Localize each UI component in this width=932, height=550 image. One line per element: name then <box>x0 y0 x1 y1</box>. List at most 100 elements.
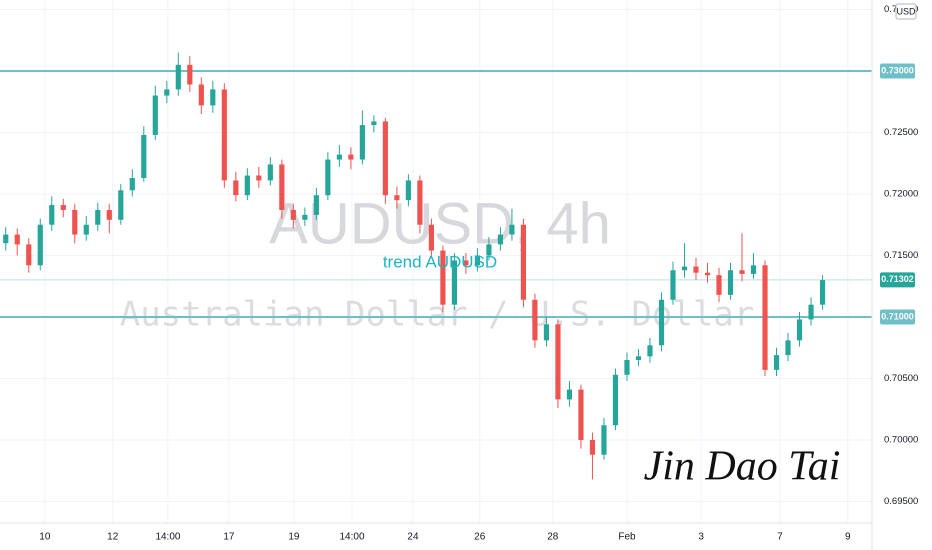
candle-body <box>405 180 411 201</box>
candle-body <box>417 180 423 225</box>
candle-body <box>26 244 32 266</box>
candle-body <box>497 234 504 245</box>
candle-body <box>624 360 630 375</box>
candle-body <box>394 195 400 201</box>
candle-body <box>233 180 239 196</box>
x-tick-label: 14:00 <box>155 532 180 543</box>
candle-body <box>267 164 273 181</box>
candle-body <box>14 234 20 245</box>
candle-body <box>187 64 193 85</box>
candle-body <box>371 121 377 126</box>
y-tick-label: 0.70000 <box>884 434 918 445</box>
candle-body <box>578 389 584 440</box>
price-label-box <box>880 63 915 79</box>
candle-body <box>463 260 469 266</box>
x-tick-label: 26 <box>474 532 486 543</box>
candle-body <box>129 177 135 191</box>
candle-body <box>635 356 642 361</box>
candle-body <box>601 425 607 455</box>
candle-body <box>72 209 78 235</box>
x-tick-label: 17 <box>223 532 235 543</box>
candle-body <box>359 125 365 160</box>
y-tick-label: 0.69500 <box>884 496 918 507</box>
candles <box>3 52 826 480</box>
candle-body <box>796 319 803 341</box>
candle-body <box>681 266 688 271</box>
x-tick-label: 7 <box>777 532 783 543</box>
candle-body <box>60 205 66 210</box>
candle-body <box>83 224 89 235</box>
axes: 0.735000.725000.720000.715000.705000.700… <box>39 4 918 543</box>
candle-body <box>152 95 158 135</box>
price-label: 0.73000 <box>881 65 914 75</box>
x-tick-label: 9 <box>845 532 851 543</box>
candle-body <box>819 280 826 305</box>
candle-body <box>773 355 780 370</box>
candle-body <box>451 260 457 305</box>
candle-body <box>164 89 170 96</box>
candle-body <box>762 265 768 370</box>
candle-body <box>440 250 446 305</box>
x-tick-label: 10 <box>39 532 51 543</box>
candle-body <box>3 234 9 244</box>
candle-body <box>210 89 216 106</box>
candle-body <box>520 224 527 300</box>
candle-body <box>325 159 331 196</box>
candle-body <box>750 265 757 274</box>
candle-body <box>532 299 538 341</box>
candle-body <box>486 244 492 256</box>
x-tick-label: 28 <box>547 532 559 543</box>
x-tick-label: 14:00 <box>340 532 365 543</box>
candle-body <box>198 84 204 106</box>
x-tick-label: 24 <box>407 532 419 543</box>
candle-body <box>543 324 550 341</box>
signature: Jin Dao Tai <box>644 444 841 490</box>
candle-body <box>175 64 181 90</box>
candle-body <box>49 205 55 225</box>
candle-body <box>785 340 791 356</box>
candle-body <box>658 299 665 346</box>
candle-body <box>118 190 124 220</box>
candle-body <box>302 214 308 220</box>
price-label: 0.71000 <box>881 311 914 321</box>
currency: USD <box>896 6 916 16</box>
candle-body <box>256 175 262 181</box>
annotation: trend AUDUSD <box>383 252 497 271</box>
candle-body <box>589 439 596 455</box>
candle-body <box>221 89 227 181</box>
candle-body <box>509 224 515 235</box>
price-label: 0.71302 <box>881 274 914 284</box>
candle-body <box>348 154 354 160</box>
candle-body <box>566 389 573 400</box>
candle-body <box>716 275 722 295</box>
watermark-title: AUDUSD, 4h <box>269 191 611 256</box>
candle-body <box>704 272 711 276</box>
watermark-subtitle: Australian Dollar / U.S. Dollar <box>120 295 755 335</box>
y-tick-label: 0.72000 <box>884 188 918 199</box>
x-tick-label: 12 <box>107 532 119 543</box>
currency-box <box>895 3 917 20</box>
candle-body <box>555 324 561 400</box>
candle-body <box>693 266 699 273</box>
y-tick-label: 0.70500 <box>884 373 918 384</box>
x-tick-label: 19 <box>288 532 300 543</box>
candle-body <box>727 270 734 295</box>
candle-body <box>612 374 619 426</box>
candle-body <box>670 270 676 300</box>
candle-body <box>37 224 43 266</box>
candle-body <box>141 134 147 178</box>
price-label-box <box>880 309 915 325</box>
candle-body <box>382 121 388 196</box>
levels <box>0 69 872 318</box>
candle-body <box>474 255 481 266</box>
x-tick-label: 3 <box>698 532 704 543</box>
candle-body <box>106 209 112 220</box>
candle-body <box>808 304 814 320</box>
candle-body <box>313 195 319 215</box>
candle-body <box>428 224 434 251</box>
x-tick-label: Feb <box>618 532 636 543</box>
y-tick-label: 0.71500 <box>884 250 918 261</box>
candle-body <box>279 164 285 210</box>
